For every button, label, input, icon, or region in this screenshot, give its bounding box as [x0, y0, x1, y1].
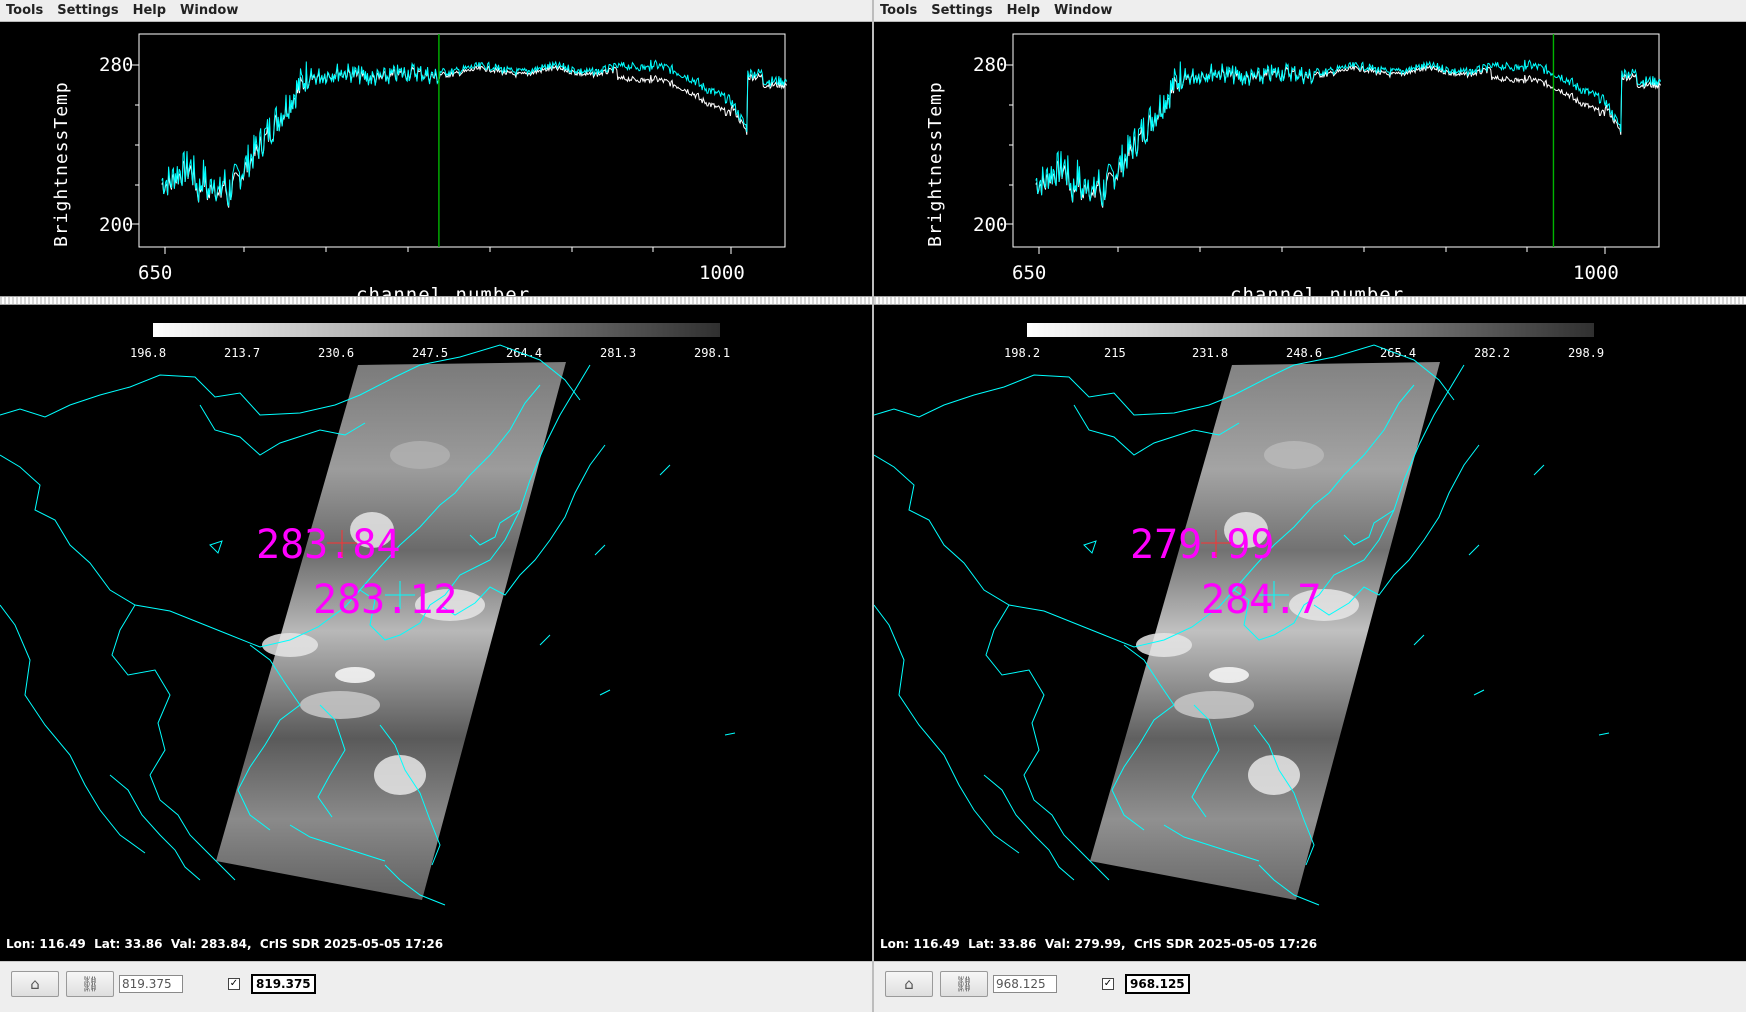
cloud-features [262, 441, 485, 795]
menu-window[interactable]: Window [180, 3, 239, 18]
menu-window[interactable]: Window [1054, 3, 1113, 18]
colorbar [1027, 323, 1594, 337]
link-icon: ⛓ [80, 975, 100, 993]
colorbar-label-3: 248.6 [1286, 346, 1322, 360]
spectrum-plot[interactable]: 280 200 650 1000 BrightnessTemp channel … [874, 22, 1746, 296]
spectrum-series-reference [1035, 64, 1662, 208]
menu-settings[interactable]: Settings [931, 3, 993, 18]
colorbar-label-3: 247.5 [412, 346, 448, 360]
y-tick-280: 280 [973, 54, 1007, 76]
channel-input[interactable]: 968.125 [993, 975, 1057, 993]
channel-checkbox[interactable]: ✓ [228, 978, 240, 990]
plot-frame [138, 33, 786, 248]
y-tick-200: 200 [99, 214, 133, 236]
split-pane-divider[interactable] [874, 296, 1746, 305]
menu-help[interactable]: Help [132, 3, 167, 18]
probe-crosshair-1[interactable] [1201, 530, 1231, 557]
colorbar-label-4: 264.4 [506, 346, 542, 360]
x-axis-ticks [164, 247, 732, 254]
home-button[interactable]: ⌂ [885, 971, 933, 997]
menu-tools[interactable]: Tools [880, 3, 918, 18]
channel-display[interactable]: 968.125 [1125, 974, 1190, 994]
link-button[interactable]: ⛓ [940, 971, 988, 997]
panel-divider [872, 0, 874, 1012]
menu-bar: Tools Settings Help Window [874, 0, 1746, 22]
x-tick-1000: 1000 [1573, 262, 1619, 284]
satellite-swath-image [216, 362, 566, 900]
cloud-features [1136, 441, 1359, 795]
y-axis-ticks [132, 64, 139, 225]
menu-bar: Tools Settings Help Window [0, 0, 872, 22]
spectrum-series-observed [1035, 59, 1662, 207]
colorbar-label-2: 230.6 [318, 346, 354, 360]
viewer-panel-left: Tools Settings Help Window 280 200 650 1 [0, 0, 872, 1012]
menu-tools[interactable]: Tools [6, 3, 44, 18]
colorbar-label-0: 196.8 [130, 346, 166, 360]
probe-crosshair-1[interactable] [327, 530, 357, 557]
probe-value-2: 284.7 [1201, 577, 1321, 623]
probe-value-1: 283.84 [256, 522, 401, 568]
x-axis-ticks [1038, 247, 1606, 254]
coastlines-overlay [874, 344, 1610, 906]
y-axis-label: BrightnessTemp [925, 81, 946, 247]
y-axis-ticks [1006, 64, 1013, 225]
coastlines-overlay [0, 344, 736, 906]
colorbar-label-5: 281.3 [600, 346, 636, 360]
y-axis-label: BrightnessTemp [51, 81, 72, 247]
home-icon: ⌂ [904, 975, 914, 993]
colorbar-label-5: 282.2 [1474, 346, 1510, 360]
menu-help[interactable]: Help [1006, 3, 1041, 18]
x-axis-label: channel number [1230, 284, 1404, 296]
channel-display[interactable]: 819.375 [251, 974, 316, 994]
map-view[interactable]: 196.8 213.7 230.6 247.5 264.4 281.3 298.… [0, 305, 872, 961]
colorbar-label-6: 298.1 [694, 346, 730, 360]
spectrum-series-reference [161, 64, 788, 208]
bottom-toolbar: ⌂ ⛓ 819.375 ✓ 819.375 [0, 961, 872, 1012]
home-button[interactable]: ⌂ [11, 971, 59, 997]
satellite-swath-image [1090, 362, 1440, 900]
link-button[interactable]: ⛓ [66, 971, 114, 997]
y-tick-280: 280 [99, 54, 133, 76]
channel-checkbox[interactable]: ✓ [1102, 978, 1114, 990]
x-tick-650: 650 [1012, 262, 1046, 284]
cursor-readout: Lon: 116.49 Lat: 33.86 Val: 279.99, CrIS… [880, 937, 1318, 951]
viewer-panel-right: Tools Settings Help Window 280 200 650 1… [874, 0, 1746, 1012]
colorbar-label-0: 198.2 [1004, 346, 1040, 360]
colorbar-label-2: 231.8 [1192, 346, 1228, 360]
probe-value-2: 283.12 [313, 577, 458, 623]
x-axis-label: channel number [356, 284, 530, 296]
colorbar-label-1: 215 [1104, 346, 1126, 360]
colorbar-label-6: 298.9 [1568, 346, 1604, 360]
split-pane-divider[interactable] [0, 296, 872, 305]
home-icon: ⌂ [30, 975, 40, 993]
map-view[interactable]: 198.2 215 231.8 248.6 265.4 282.2 298.9 [874, 305, 1746, 961]
colorbar [153, 323, 720, 337]
x-tick-650: 650 [138, 262, 172, 284]
probe-crosshair-2[interactable] [385, 581, 415, 609]
x-tick-1000: 1000 [699, 262, 745, 284]
link-icon: ⛓ [954, 975, 974, 993]
colorbar-label-4: 265.4 [1380, 346, 1416, 360]
cursor-readout: Lon: 116.49 Lat: 33.86 Val: 283.84, CrIS… [6, 937, 444, 951]
colorbar-label-1: 213.7 [224, 346, 260, 360]
channel-input[interactable]: 819.375 [119, 975, 183, 993]
spectrum-plot[interactable]: 280 200 650 1000 BrightnessTemp channel … [0, 22, 872, 296]
spectrum-series-observed [161, 59, 788, 207]
probe-value-1: 279.99 [1130, 522, 1275, 568]
bottom-toolbar: ⌂ ⛓ 968.125 ✓ 968.125 [874, 961, 1746, 1012]
menu-settings[interactable]: Settings [57, 3, 119, 18]
plot-frame [1012, 33, 1660, 248]
probe-crosshair-2[interactable] [1259, 581, 1289, 609]
y-tick-200: 200 [973, 214, 1007, 236]
